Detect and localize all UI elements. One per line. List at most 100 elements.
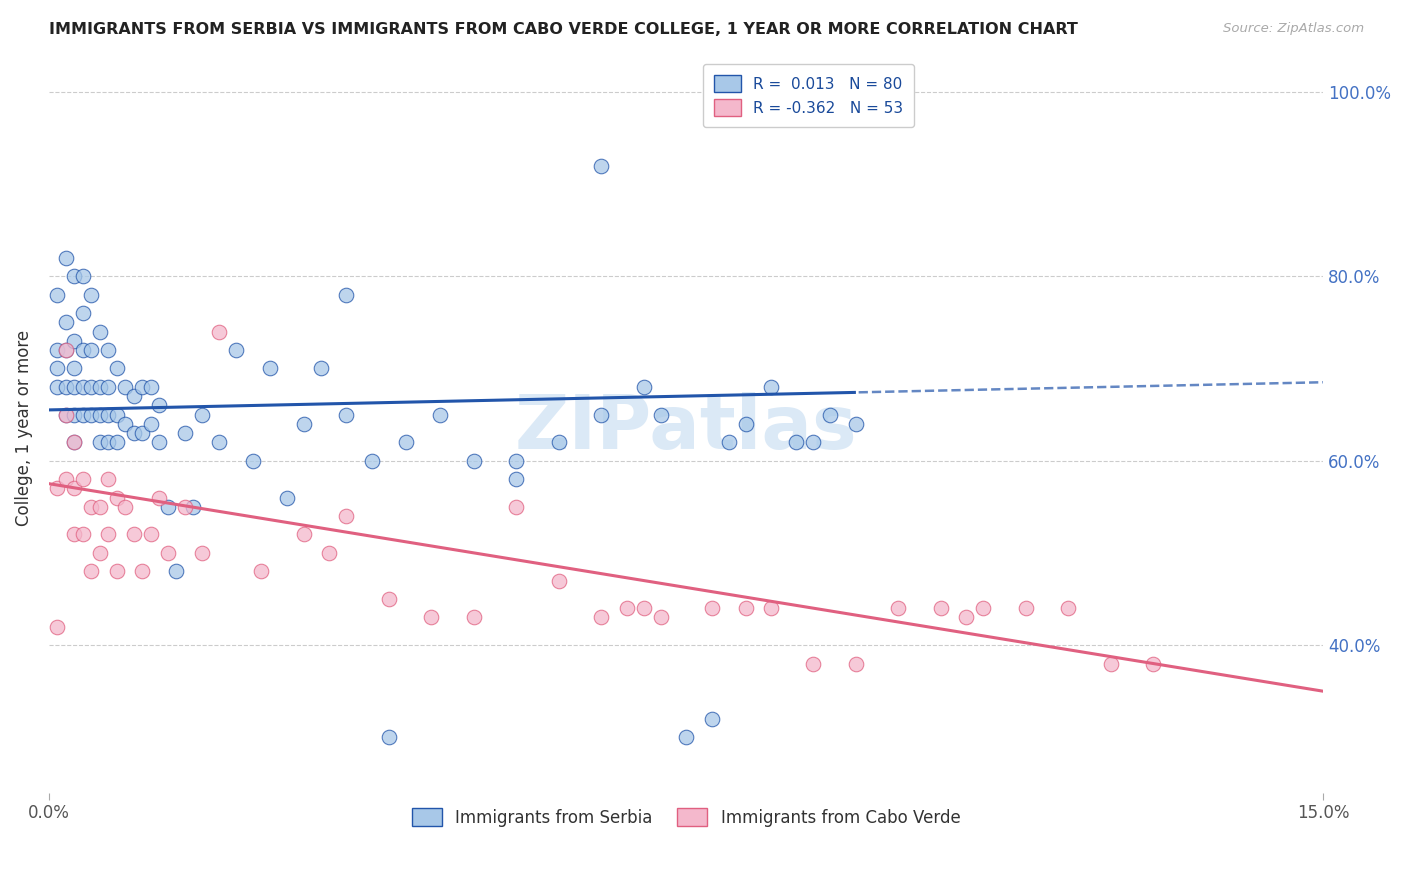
Point [148,435,170,450]
Point [131,425,153,440]
Point [148,398,170,412]
Point [395,435,418,450]
Point [183,500,205,514]
Point [122,527,145,541]
Point [105,361,128,376]
Point [955,610,977,624]
Point [335,508,357,523]
Point [80,380,103,394]
Point [55,315,77,329]
Point [89,380,111,394]
Point [700,601,723,615]
Point [820,408,842,422]
Point [89,325,111,339]
Point [972,601,994,615]
Point [46,380,69,394]
Point [845,417,868,431]
Point [259,361,281,376]
Point [80,500,103,514]
Point [675,731,697,745]
Point [759,601,782,615]
Point [547,435,569,450]
Point [46,287,69,301]
Point [114,380,136,394]
Point [165,564,187,578]
Point [55,472,77,486]
Point [89,408,111,422]
Point [173,425,195,440]
Point [105,435,128,450]
Point [89,500,111,514]
Point [463,610,485,624]
Point [105,491,128,505]
Point [55,380,77,394]
Point [1015,601,1038,615]
Point [97,343,120,357]
Point [1057,601,1080,615]
Point [80,408,103,422]
Point [759,380,782,394]
Point [785,435,807,450]
Point [734,601,756,615]
Point [929,601,952,615]
Point [591,159,613,173]
Point [114,500,136,514]
Point [276,491,298,505]
Text: IMMIGRANTS FROM SERBIA VS IMMIGRANTS FROM CABO VERDE COLLEGE, 1 YEAR OR MORE COR: IMMIGRANTS FROM SERBIA VS IMMIGRANTS FRO… [49,22,1078,37]
Point [139,417,162,431]
Point [633,601,655,615]
Point [360,453,382,467]
Point [429,408,451,422]
Point [80,343,103,357]
Y-axis label: College, 1 year or more: College, 1 year or more [15,330,32,526]
Point [63,481,86,495]
Point [55,408,77,422]
Point [97,472,120,486]
Point [80,287,103,301]
Point [547,574,569,588]
Point [55,343,77,357]
Point [633,380,655,394]
Point [72,343,94,357]
Point [97,527,120,541]
Point [46,620,69,634]
Point [114,417,136,431]
Point [97,380,120,394]
Point [191,408,214,422]
Point [122,389,145,403]
Point [505,453,527,467]
Point [72,380,94,394]
Point [97,408,120,422]
Point [122,425,145,440]
Point [89,435,111,450]
Point [225,343,247,357]
Point [803,657,825,671]
Text: Source: ZipAtlas.com: Source: ZipAtlas.com [1223,22,1364,36]
Point [63,408,86,422]
Point [335,408,357,422]
Point [803,435,825,450]
Point [377,731,399,745]
Point [46,343,69,357]
Point [72,408,94,422]
Point [335,287,357,301]
Point [377,591,399,606]
Point [105,564,128,578]
Point [420,610,443,624]
Text: ZIPatlas: ZIPatlas [515,392,858,465]
Point [1142,657,1164,671]
Point [63,435,86,450]
Point [191,546,214,560]
Point [700,712,723,726]
Point [63,361,86,376]
Point [734,417,756,431]
Point [292,527,315,541]
Point [208,325,231,339]
Point [250,564,273,578]
Point [156,546,179,560]
Point [63,334,86,348]
Point [105,408,128,422]
Point [591,408,613,422]
Point [650,610,672,624]
Point [650,408,672,422]
